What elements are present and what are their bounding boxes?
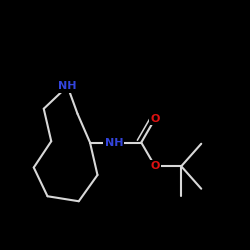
Text: NH: NH [104, 138, 123, 147]
Text: O: O [150, 114, 160, 124]
Text: NH: NH [58, 81, 77, 91]
Text: O: O [150, 161, 160, 171]
